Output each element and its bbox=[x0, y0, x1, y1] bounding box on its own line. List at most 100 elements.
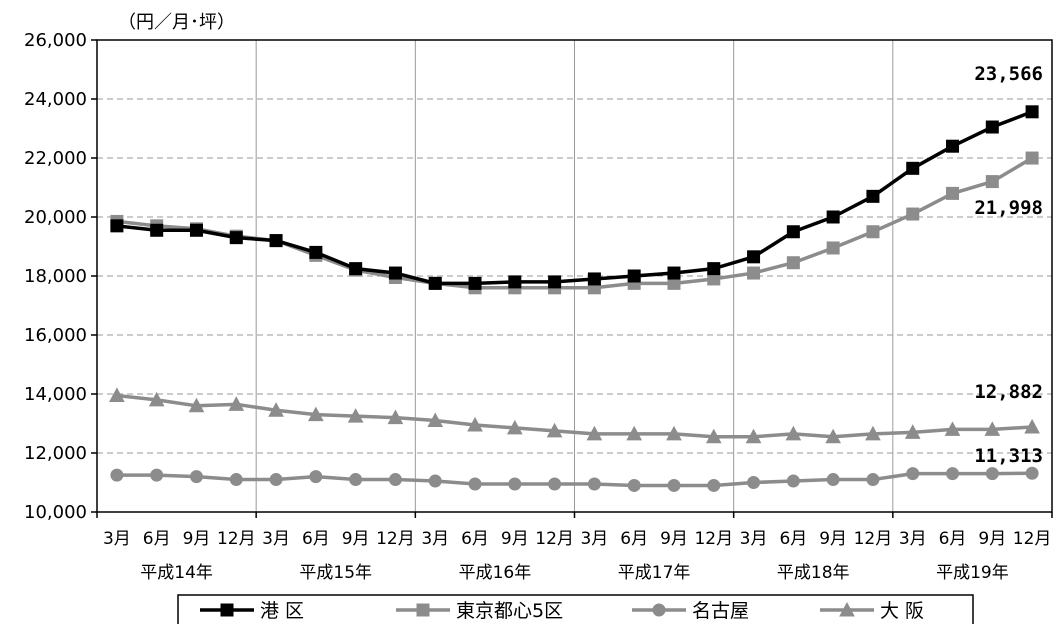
data-point bbox=[349, 473, 363, 487]
data-point bbox=[428, 474, 442, 488]
x-tick-label-month: 3月 bbox=[580, 529, 608, 549]
x-tick-label-month: 6月 bbox=[143, 529, 171, 549]
data-point bbox=[985, 120, 999, 134]
data-point bbox=[508, 477, 522, 491]
data-point bbox=[866, 189, 880, 203]
data-labels: 23,566 21,998 12,882 11,313 bbox=[974, 63, 1043, 467]
data-point bbox=[427, 412, 444, 428]
data-label: 21,998 bbox=[974, 197, 1043, 219]
data-point bbox=[825, 428, 841, 444]
series-line bbox=[116, 393, 1033, 439]
data-point bbox=[667, 478, 681, 492]
legend-label: 港 区 bbox=[260, 600, 304, 622]
data-point bbox=[826, 210, 840, 224]
data-point bbox=[508, 275, 522, 289]
data-point bbox=[229, 473, 243, 487]
x-tick-label-month: 6月 bbox=[939, 529, 967, 549]
data-point bbox=[1025, 105, 1039, 119]
data-point bbox=[946, 467, 960, 481]
data-point bbox=[747, 250, 761, 264]
data-point bbox=[747, 266, 761, 280]
data-point bbox=[220, 603, 234, 617]
data-point bbox=[839, 601, 855, 617]
x-tick-label-year: 平成15年 bbox=[299, 563, 372, 583]
data-point bbox=[786, 256, 800, 270]
x-tick-label-month: 6月 bbox=[779, 529, 807, 549]
x-tick-label-month: 9月 bbox=[183, 529, 211, 549]
series bbox=[109, 105, 1040, 492]
data-point bbox=[865, 425, 881, 441]
x-tick-label-month: 3月 bbox=[899, 529, 927, 549]
data-point bbox=[428, 276, 442, 290]
data-point bbox=[1024, 418, 1040, 434]
legend-label: 東京都心5区 bbox=[456, 600, 563, 622]
data-point bbox=[627, 269, 641, 283]
data-point bbox=[269, 473, 283, 487]
data-point bbox=[626, 425, 643, 441]
x-tick-label-month: 3月 bbox=[740, 529, 768, 549]
data-label: 12,882 bbox=[974, 381, 1043, 403]
data-point bbox=[786, 225, 800, 239]
series-line bbox=[116, 110, 1033, 286]
data-point bbox=[228, 396, 245, 411]
data-point bbox=[1025, 151, 1039, 165]
data-point bbox=[188, 397, 205, 413]
data-point bbox=[388, 266, 402, 280]
data-point bbox=[984, 421, 1001, 436]
x-tick-label-month: 12月 bbox=[217, 529, 256, 549]
data-point bbox=[707, 478, 721, 492]
data-point bbox=[747, 476, 761, 489]
data-point bbox=[586, 425, 603, 441]
data-point bbox=[309, 470, 323, 484]
x-tick-label-year: 平成19年 bbox=[936, 563, 1009, 583]
x-tick-label-month: 3月 bbox=[103, 529, 131, 549]
x-tick-label-month: 6月 bbox=[461, 529, 489, 549]
x-tick-label-year: 平成14年 bbox=[140, 563, 213, 583]
unit-label: （円／月･坪） bbox=[118, 12, 235, 33]
data-point bbox=[666, 425, 682, 441]
x-tick-label-year: 平成17年 bbox=[618, 563, 691, 583]
data-point bbox=[468, 276, 482, 290]
x-tick-label-month: 6月 bbox=[302, 529, 330, 549]
data-point bbox=[268, 402, 284, 417]
y-axis-ticks: 26,000 24,000 22,000 20,000 18,000 16,000 14,0… bbox=[24, 30, 87, 523]
data-point bbox=[906, 161, 920, 175]
data-point bbox=[667, 266, 681, 280]
data-point bbox=[150, 223, 164, 237]
x-tick-label-month: 9月 bbox=[342, 529, 370, 549]
x-tick-label-month: 6月 bbox=[620, 529, 648, 549]
legend-item: 名古屋 bbox=[632, 600, 749, 622]
legend-label: 大 阪 bbox=[880, 600, 924, 622]
grid bbox=[97, 40, 1052, 512]
data-point bbox=[548, 275, 562, 289]
x-tick-label-month: 9月 bbox=[501, 529, 529, 549]
data-point bbox=[944, 421, 961, 436]
data-point bbox=[189, 470, 203, 484]
x-tick-label-month: 12月 bbox=[376, 529, 415, 549]
data-point bbox=[110, 219, 124, 233]
series-3 bbox=[109, 387, 1040, 444]
x-tick-label-month: 9月 bbox=[660, 529, 688, 549]
x-tick-label-month: 12月 bbox=[535, 529, 574, 549]
data-point bbox=[229, 231, 243, 245]
data-point bbox=[946, 139, 960, 153]
legend-item: 東京都心5区 bbox=[396, 600, 563, 622]
data-point bbox=[388, 473, 402, 487]
data-point bbox=[627, 478, 641, 492]
data-point bbox=[866, 473, 880, 487]
data-point bbox=[308, 406, 324, 422]
data-point bbox=[416, 603, 430, 617]
data-point bbox=[707, 262, 721, 276]
x-tick-label-month: 12月 bbox=[694, 529, 733, 549]
data-point bbox=[269, 234, 283, 248]
data-point bbox=[826, 473, 840, 487]
y-tick-label: 16,000 bbox=[24, 325, 87, 346]
legend: 港 区 東京都心5区 名古屋 大 阪 bbox=[177, 594, 974, 624]
x-tick-label-month: 3月 bbox=[262, 529, 290, 549]
y-tick-label: 10,000 bbox=[24, 502, 87, 523]
legend-item: 大 阪 bbox=[820, 600, 924, 622]
data-point bbox=[468, 477, 482, 491]
data-point bbox=[906, 467, 920, 481]
series-line bbox=[116, 471, 1033, 488]
